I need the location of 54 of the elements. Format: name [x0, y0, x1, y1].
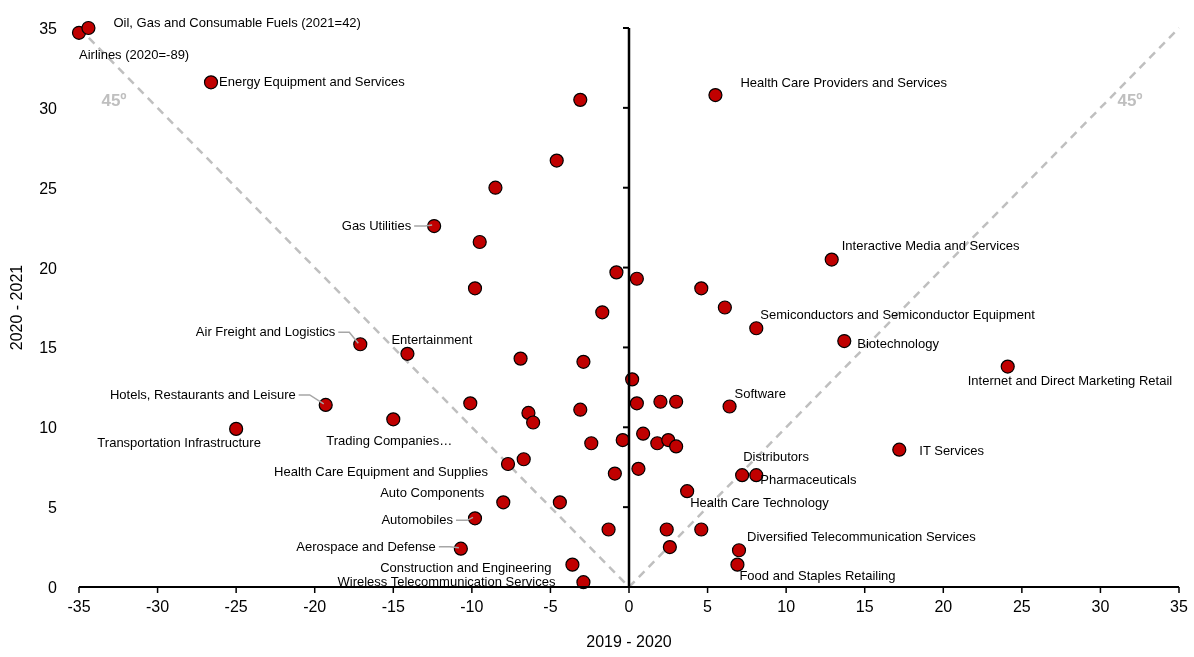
annotation: Diversified Telecommunication Services [747, 529, 977, 545]
y-tick-label: 15 [39, 339, 58, 357]
annotation: Entertainment [391, 331, 473, 347]
y-tick-label: 35 [39, 20, 58, 37]
annotation: Wireless Telecommunication Services [337, 574, 556, 590]
annotation: IT Services [919, 442, 985, 458]
y-tick-label: 20 [39, 259, 58, 277]
x-tick-label: -35 [67, 598, 91, 615]
x-tick-label: -15 [381, 598, 405, 615]
annotation: Food and Staples Retailing [739, 567, 896, 583]
annotation: Trading Companies… [326, 433, 453, 449]
x-tick-label: -20 [303, 598, 327, 615]
y-tick-label: 0 [48, 579, 58, 596]
annotation: 45º [1117, 91, 1143, 110]
annotation: Interactive Media and Services [841, 237, 1020, 253]
annotation: Airlines (2020=-89) [79, 46, 190, 62]
x-tick-label: -30 [146, 598, 170, 615]
annotation: Software [734, 385, 786, 401]
y-axis-title: 2020 - 2021 [8, 264, 25, 351]
annotation: Hotels, Restaurants and Leisure [110, 386, 296, 402]
annotation: Transportation Infrastructure [97, 434, 261, 450]
annotation: Automobiles [381, 512, 454, 528]
x-axis-title: 2019 - 2020 [586, 633, 672, 650]
annotation: Gas Utilities [341, 218, 412, 234]
annotation: Oil, Gas and Consumable Fuels (2021=42) [113, 15, 361, 30]
x-tick-label: -10 [460, 598, 484, 615]
y-tick-label: 10 [39, 419, 58, 437]
x-tick-label: 10 [777, 598, 796, 615]
annotation: Health Care Technology [690, 495, 830, 511]
annotation: Health Care Providers and Services [740, 75, 948, 91]
y-tick-label: 5 [48, 499, 58, 517]
x-tick-label: 0 [624, 598, 634, 615]
annotation: Pharmaceuticals [760, 472, 857, 488]
y-tick-label: 25 [39, 179, 58, 197]
annotation: Air Freight and Logistics [195, 324, 336, 340]
x-tick-label: -5 [543, 598, 558, 615]
annotation: Energy Equipment and Services [219, 74, 406, 90]
annotation: Biotechnology [857, 336, 940, 352]
x-tick-label: 15 [855, 598, 874, 615]
annotation: Distributors [743, 449, 810, 465]
x-tick-label: 5 [703, 598, 713, 615]
annotation: Auto Components [380, 485, 485, 501]
x-tick-label: 35 [1170, 598, 1188, 615]
annotation: 45º [101, 91, 127, 110]
y-tick-label: 30 [39, 99, 58, 117]
annotation: Internet and Direct Marketing Retail [967, 372, 1173, 388]
annotation: Construction and Engineering [380, 559, 552, 575]
annotation: Health Care Equipment and Supplies [274, 464, 489, 480]
annotation: Semiconductors and Semiconductor Equipment [760, 307, 1036, 323]
annotation: Aerospace and Defense [296, 538, 436, 554]
x-tick-label: 30 [1091, 598, 1110, 615]
x-tick-label: -25 [224, 598, 248, 615]
x-tick-label: 25 [1012, 598, 1031, 615]
x-tick-label: 20 [934, 598, 953, 615]
